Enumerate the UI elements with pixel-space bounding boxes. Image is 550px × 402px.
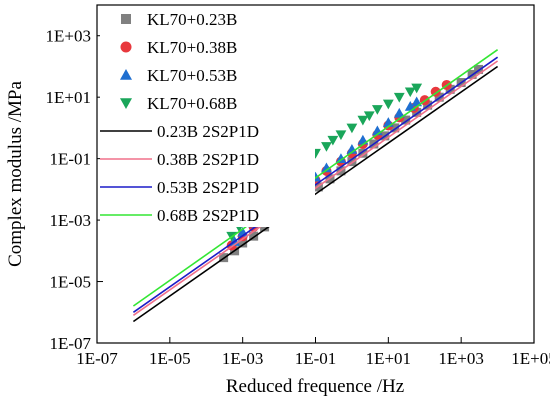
data-point — [346, 123, 358, 134]
y-tick-label: 1E+01 — [46, 88, 91, 107]
data-point — [445, 84, 455, 94]
legend-label: 0.53B 2S2P1D — [157, 178, 259, 197]
x-tick-label: 1E-01 — [295, 349, 337, 368]
x-tick-label: 1E+03 — [438, 349, 483, 368]
y-axis-title: Complex modulus /MPa — [5, 81, 26, 267]
legend-label: KL70+0.23B — [147, 10, 237, 29]
legend-marker-swatch — [121, 14, 131, 24]
legend-marker-swatch — [120, 41, 132, 53]
legend-label: KL70+0.68B — [147, 94, 237, 113]
fit-line — [132, 56, 499, 313]
fit-line — [132, 65, 499, 323]
y-tick-label: 1E-03 — [49, 211, 91, 230]
data-point — [412, 107, 422, 117]
data-point — [404, 87, 416, 98]
data-point — [347, 157, 357, 167]
y-tick-label: 1E-05 — [49, 273, 91, 292]
y-tick-label: 1E-07 — [49, 334, 91, 353]
x-tick-label: 1E-07 — [76, 349, 118, 368]
data-point — [238, 238, 248, 248]
data-point — [411, 83, 423, 94]
data-point — [363, 111, 375, 122]
series-7 — [132, 56, 499, 313]
data-point — [371, 105, 383, 115]
data-point — [321, 162, 332, 173]
legend-marker-swatch — [120, 98, 132, 109]
x-tick-label: 1E+05 — [511, 349, 550, 368]
legend-background — [100, 9, 315, 227]
legend-label: KL70+0.38B — [147, 38, 237, 57]
data-point — [393, 107, 405, 118]
legend-label: 0.68B 2S2P1D — [157, 206, 259, 225]
axis-ticks: 1E-07 1E-05 1E-03 1E-01 1E+01 1E+03 1E+05 1E-07… — [46, 27, 550, 368]
x-axis-title: Reduced frequence /Hz — [226, 376, 404, 397]
data-point — [401, 115, 411, 125]
data-point — [327, 135, 339, 146]
data-point — [357, 115, 369, 126]
data-point — [335, 153, 347, 163]
data-point — [393, 92, 405, 103]
x-tick-label: 1E+01 — [366, 349, 411, 368]
legend-label: 0.23B 2S2P1D — [157, 122, 259, 141]
fit-line — [132, 49, 499, 307]
data-point — [474, 64, 484, 74]
legend-item: KL70+0.38B — [120, 38, 237, 57]
x-tick-label: 1E-03 — [222, 349, 264, 368]
legend-item: KL70+0.23B — [121, 10, 237, 29]
legend: KL70+0.23B KL70+0.38B KL70+0.53B KL70+0.68B… — [100, 9, 315, 227]
y-tick-label: 1E-01 — [49, 150, 91, 169]
data-point — [335, 130, 347, 141]
legend-item: 0.23B 2S2P1D — [100, 122, 259, 141]
legend-item: 0.68B 2S2P1D — [100, 206, 259, 225]
data-point — [390, 123, 400, 133]
series-5 — [132, 65, 499, 323]
legend-marker-swatch — [120, 69, 132, 80]
series-8 — [132, 49, 499, 307]
legend-label: 0.38B 2S2P1D — [157, 150, 259, 169]
legend-item: KL70+0.68B — [120, 94, 237, 113]
series-6 — [132, 60, 499, 316]
fit-line — [132, 60, 499, 316]
legend-label: KL70+0.53B — [147, 66, 237, 85]
legend-item: KL70+0.53B — [120, 66, 237, 85]
data-point — [382, 99, 394, 110]
data-point — [321, 142, 332, 152]
data-point — [249, 231, 259, 241]
legend-item: 0.53B 2S2P1D — [100, 178, 259, 197]
data-point — [423, 100, 433, 110]
x-tick-label: 1E-05 — [149, 349, 191, 368]
y-tick-label: 1E+03 — [46, 27, 91, 46]
data-point — [358, 148, 368, 158]
legend-item: 0.38B 2S2P1D — [100, 150, 259, 169]
